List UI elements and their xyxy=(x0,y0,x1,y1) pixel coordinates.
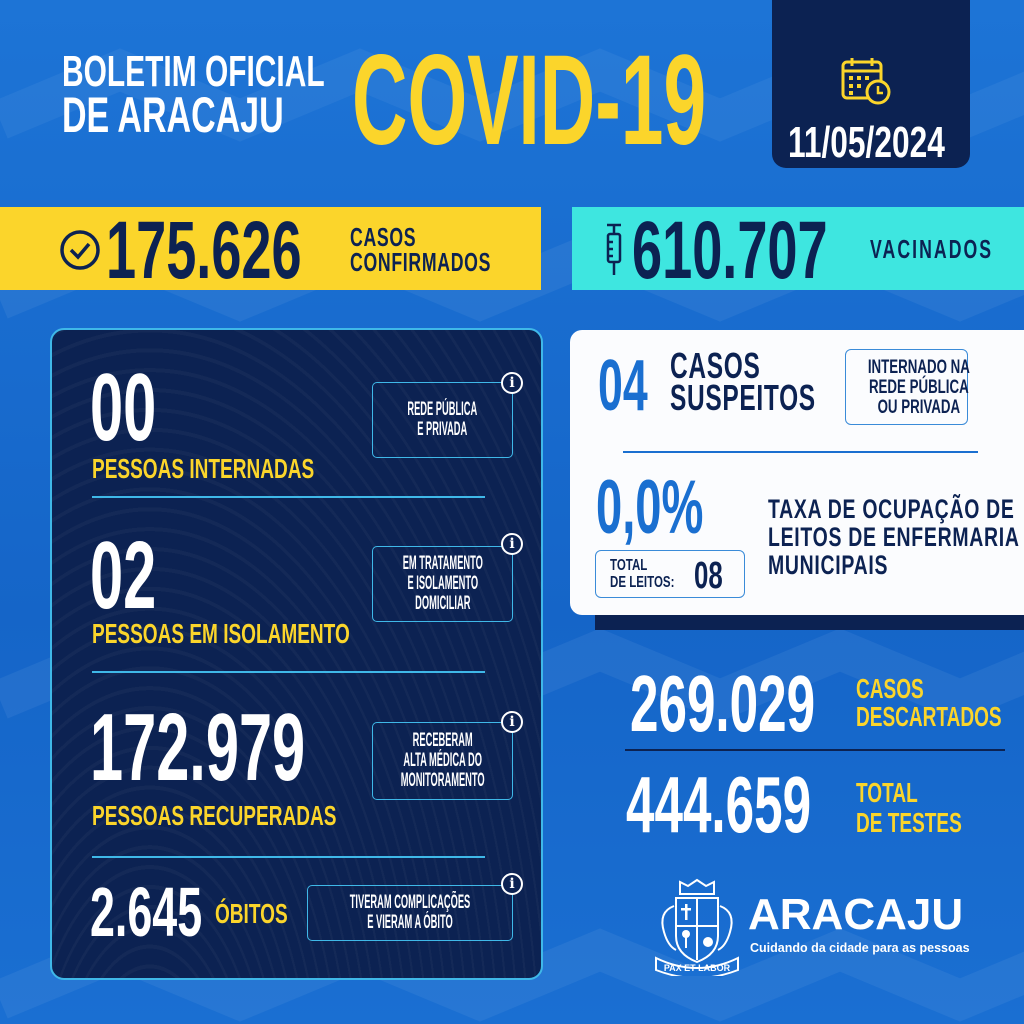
info-line: E ISOLAMENTO xyxy=(407,573,478,594)
recovered-info-box: RECEBERAM ALTA MÉDICA DO MONITORAMENTO xyxy=(372,722,513,800)
discarded-label-2: DESCARTADOS xyxy=(856,701,1002,732)
hospitalized-value: 00 xyxy=(90,360,197,456)
syringe-icon xyxy=(606,223,622,275)
info-icon[interactable]: i xyxy=(501,873,523,895)
total-beds-label-1: TOTAL xyxy=(610,557,648,574)
deaths-label: ÓBITOS xyxy=(215,898,322,930)
brand-tagline: Cuidando da cidade para as pessoas xyxy=(750,941,970,955)
divider xyxy=(92,671,485,673)
tests-value-text: 444.659 xyxy=(626,760,812,849)
divider xyxy=(92,856,485,858)
bulletin-date: 11/05/2024 xyxy=(788,118,1006,168)
desc-line: LEITOS DE ENFERMARIA xyxy=(768,522,1020,552)
tests-label-2: DE TESTES xyxy=(856,807,962,838)
info-line: E VIERAM A ÓBITO xyxy=(367,912,453,933)
discarded-label: CASOS DESCARTADOS xyxy=(856,675,1024,731)
info-icon[interactable]: i xyxy=(501,372,523,394)
discarded-value-text: 269.029 xyxy=(630,659,816,748)
info-line: RECEBERAM xyxy=(412,730,473,751)
info-line: TIVERAM COMPLICAÇÕES xyxy=(349,892,471,913)
info-line: DOMICILIAR xyxy=(414,593,471,614)
occupancy-value: 0,0% xyxy=(596,470,769,546)
hospitalized-label: PESSOAS INTERNADAS xyxy=(92,453,419,485)
confirmed-cases-bar xyxy=(0,207,541,290)
tests-value: 444.659 xyxy=(626,765,915,845)
card-shadow xyxy=(595,612,1024,630)
title-line-1: BOLETIM OFICIAL xyxy=(62,47,325,96)
headline-text: COVID-19 xyxy=(352,29,707,172)
info-line: ALTA MÉDICA DO xyxy=(403,750,482,771)
status-panel xyxy=(50,328,543,980)
total-beds-value: 08 xyxy=(694,555,723,597)
city-crest-logo: PAX ET LABOR xyxy=(655,878,739,976)
deaths-value-text: 2.645 xyxy=(90,873,203,951)
desc-line: TAXA DE OCUPAÇÃO DE xyxy=(768,494,1015,524)
divider xyxy=(623,451,978,453)
recovered-value: 172.979 xyxy=(90,700,437,796)
recovered-value-text: 172.979 xyxy=(90,694,306,801)
recovered-label: PESSOAS RECUPERADAS xyxy=(92,800,451,832)
total-beds-label-2: DE LEITOS: xyxy=(610,574,675,591)
occupancy-value-text: 0,0% xyxy=(596,465,704,550)
hospitalized-value-text: 00 xyxy=(90,354,157,461)
info-line: E PRIVADA xyxy=(417,419,468,440)
suspects-value: 04 xyxy=(598,350,678,422)
isolation-label-text: PESSOAS EM ISOLAMENTO xyxy=(92,618,350,649)
isolation-value: 02 xyxy=(90,528,197,624)
confirmed-label-2: CONFIRMADOS xyxy=(350,247,492,277)
note-line: INTERNADO NA xyxy=(867,357,970,378)
note-line: REDE PÚBLICA xyxy=(868,377,969,398)
discarded-label-1: CASOS xyxy=(856,673,924,704)
info-line: EM TRATAMENTO xyxy=(402,553,483,574)
desc-line: MUNICIPAIS xyxy=(768,550,889,580)
suspects-occupancy-card xyxy=(570,330,1024,615)
info-icon[interactable]: i xyxy=(501,533,523,555)
suspects-value-text: 04 xyxy=(598,346,648,426)
occupancy-description: TAXA DE OCUPAÇÃO DE LEITOS DE ENFERMARIA M… xyxy=(768,495,1024,579)
total-beds-box: TOTAL DE LEITOS: 08 xyxy=(595,550,745,598)
vaccinated-value: 610.707 xyxy=(632,210,928,292)
isolation-label: PESSOAS EM ISOLAMENTO xyxy=(92,618,471,650)
bulletin-title: BOLETIM OFICIAL DE ARACAJU xyxy=(62,47,448,143)
title-line-2: DE ARACAJU xyxy=(62,87,284,143)
note-line: OU PRIVADA xyxy=(877,397,961,418)
divider xyxy=(92,496,485,498)
calendar-clock-icon xyxy=(841,58,891,105)
info-line: REDE PÚBLICA xyxy=(407,399,478,420)
headline: COVID-19 xyxy=(352,29,942,172)
recovered-label-text: PESSOAS RECUPERADAS xyxy=(92,800,337,831)
deaths-label-text: ÓBITOS xyxy=(215,898,288,929)
hospitalized-label-text: PESSOAS INTERNADAS xyxy=(92,453,315,484)
deaths-value: 2.645 xyxy=(90,877,265,947)
vaccinated-bar xyxy=(572,207,1024,290)
vaccinated-value-text: 610.707 xyxy=(632,205,828,296)
vaccinated-label: VACINADOS xyxy=(870,234,1024,264)
confirmed-label-1: CASOS xyxy=(350,222,417,252)
hospitalized-info-box: REDE PÚBLICA E PRIVADA xyxy=(372,382,513,458)
discarded-value: 269.029 xyxy=(630,664,919,744)
info-icon[interactable]: i xyxy=(501,711,523,733)
date-text: 11/05/2024 xyxy=(788,118,945,167)
confirmed-cases-value: 175.626 xyxy=(106,210,402,292)
suspects-label-1: CASOS xyxy=(670,345,761,386)
tests-label-1: TOTAL xyxy=(856,777,918,808)
check-circle-icon xyxy=(60,230,100,270)
deaths-info-box: TIVERAM COMPLICAÇÕES E VIERAM A ÓBITO xyxy=(307,885,513,941)
vaccinated-label-text: VACINADOS xyxy=(870,234,994,264)
isolation-value-text: 02 xyxy=(90,522,157,629)
confirmed-value-text: 175.626 xyxy=(106,205,302,296)
confirmed-cases-label: CASOS CONFIRMADOS xyxy=(350,222,557,277)
crest-motto: PAX ET LABOR xyxy=(664,963,731,973)
tests-label: TOTAL DE TESTES xyxy=(856,778,1012,838)
divider xyxy=(625,749,1005,751)
suspects-note-box: INTERNADO NA REDE PÚBLICA OU PRIVADA xyxy=(845,349,970,425)
info-line: MONITORAMENTO xyxy=(400,770,485,791)
brand-name: ARACAJU xyxy=(748,890,964,939)
suspects-label-2: SUSPEITOS xyxy=(670,377,816,418)
suspects-label: CASOS SUSPEITOS xyxy=(670,345,884,418)
isolation-info-box: EM TRATAMENTO E ISOLAMENTO DOMICILIAR xyxy=(372,546,513,622)
